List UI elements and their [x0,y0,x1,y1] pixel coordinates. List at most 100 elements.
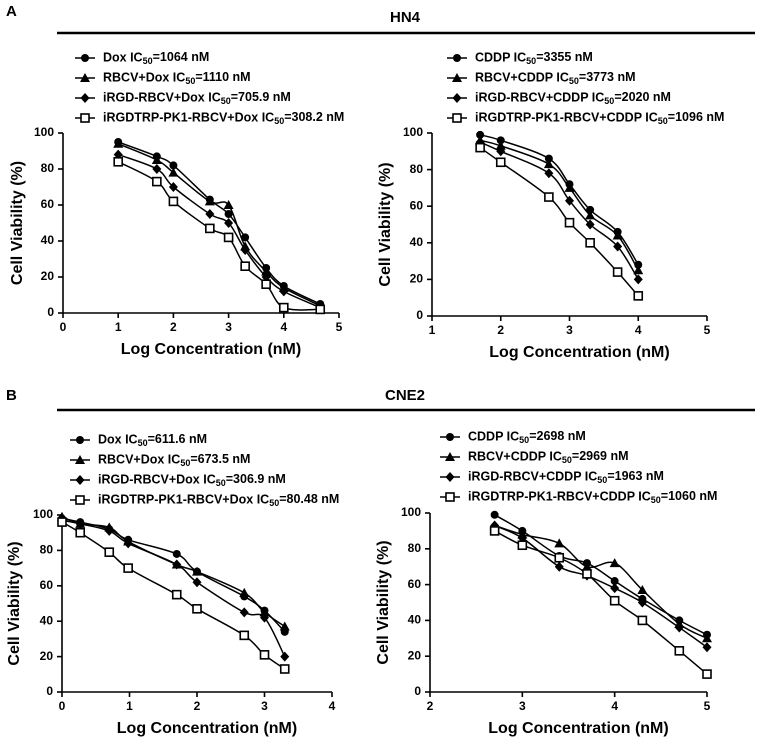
marker [543,159,554,169]
marker [169,161,178,170]
y-axis-title: Cell Viability (%) [375,540,392,664]
x-tick-label: 2 [194,699,201,713]
marker [613,241,623,252]
fit-curve [117,153,321,309]
legend-marker [80,113,90,123]
y-tick-label: 60 [410,198,424,212]
marker [104,525,114,536]
y-tick-label: 40 [410,235,424,249]
y-tick-label: 40 [408,613,422,627]
legend-marker [75,495,85,505]
marker [239,587,250,597]
fit-curve [61,516,286,628]
marker [585,210,596,220]
y-tick-label: 60 [40,578,54,592]
y-tick-label: 20 [408,648,422,662]
y-tick-label: 80 [408,541,422,555]
marker [475,142,485,153]
marker [113,138,124,148]
marker [57,517,67,527]
x-tick-label: 0 [60,320,67,334]
marker [554,552,565,563]
marker [315,304,326,315]
legend-label: CDDP IC50=2698 nM [468,429,586,445]
marker [582,569,592,579]
legend-label: Dox IC50=1064 nM [103,50,209,66]
x-tick-label: 4 [611,699,618,713]
marker [168,167,179,177]
marker [152,176,162,187]
legend-label: iRGD-RBCV+CDDP IC50=1963 nM [468,469,664,485]
marker [279,286,289,297]
x-axis-title: Log Concentration (nM) [489,344,669,361]
legend-marker [75,455,85,464]
y-tick-label: 0 [414,684,421,698]
fit-curve [117,143,321,307]
y-axis-title: Cell Viability (%) [377,162,394,286]
marker [637,597,647,608]
x-tick-label: 1 [115,320,122,334]
legend-label: iRGDTRP-PK1-RBCV+CDDP IC50=1060 nM [468,489,717,505]
x-tick-label: 0 [59,699,66,713]
legend-label: RBCV+Dox IC50=673.5 nM [98,452,250,468]
marker [674,622,684,633]
marker [261,279,271,290]
marker [495,140,506,150]
marker [241,233,250,242]
legend-marker [81,54,89,62]
marker [113,157,123,167]
marker [544,168,554,179]
marker [104,547,115,557]
marker [476,130,485,139]
marker [224,218,234,228]
marker [585,238,595,248]
group-title: CNE2 [385,387,425,404]
x-tick-label: 5 [704,699,711,713]
legend-marker [452,73,462,82]
marker [168,196,179,207]
legend-label: Dox IC50=611.6 nM [98,432,207,448]
y-tick-label: 80 [41,161,55,175]
marker [168,182,178,192]
marker [171,589,182,600]
marker [610,583,620,594]
marker [239,607,249,618]
marker [609,595,620,606]
marker [259,607,270,617]
marker [564,182,575,192]
legend-label: iRGDTRP-PK1-RBCV+CDDP IC50=1096 nM [475,110,724,126]
x-tick-label: 1 [126,699,133,713]
marker [633,274,643,285]
fit-curve [494,514,708,636]
marker [612,267,623,277]
marker [564,217,575,228]
marker [489,526,500,536]
legend-marker [452,93,462,103]
marker [609,558,620,568]
marker [490,510,499,519]
marker [554,538,565,548]
marker [633,291,644,301]
legend-marker [76,436,84,444]
x-axis-title: Log Concentration (nM) [117,720,297,737]
x-tick-label: 4 [280,320,287,334]
panel-label: B [6,387,17,404]
marker [554,561,564,572]
marker [192,577,202,588]
y-axis-title: Cell Viability (%) [6,541,23,665]
x-tick-label: 4 [635,323,642,337]
marker [586,205,595,214]
marker [172,549,181,558]
marker [205,209,215,219]
legend-marker [445,472,455,482]
x-tick-label: 4 [329,699,336,713]
x-tick-label: 3 [261,699,268,713]
marker [280,651,290,662]
marker [240,261,250,272]
x-tick-label: 5 [336,320,343,334]
x-axis-title: Log Concentration (nM) [488,720,668,737]
fit-curve [494,524,708,648]
marker [223,200,234,209]
marker [702,633,712,643]
y-tick-label: 40 [41,233,55,247]
